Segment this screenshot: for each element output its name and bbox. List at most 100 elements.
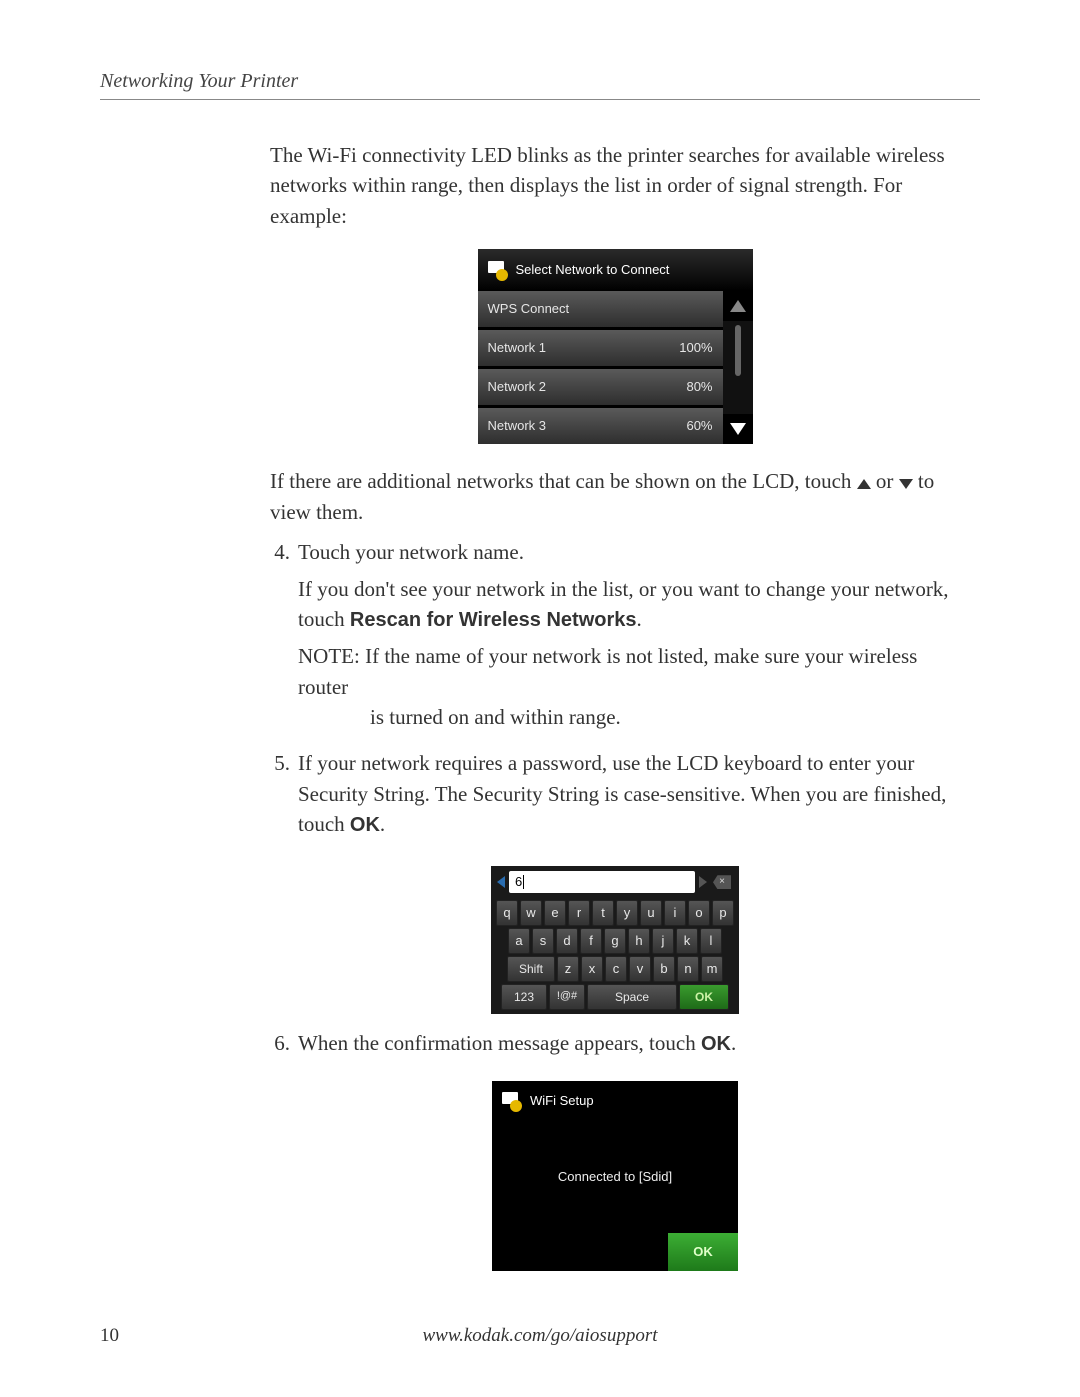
key-h[interactable]: h bbox=[628, 928, 650, 954]
scroll-thumb[interactable] bbox=[735, 325, 741, 376]
key-t[interactable]: t bbox=[592, 900, 614, 926]
key-b[interactable]: b bbox=[653, 956, 675, 982]
backspace-key[interactable]: × bbox=[711, 873, 733, 891]
key-z[interactable]: z bbox=[557, 956, 579, 982]
cursor-right-icon[interactable] bbox=[699, 876, 707, 888]
step-4: 4. Touch your network name. If you don't… bbox=[270, 537, 960, 738]
key-g[interactable]: g bbox=[604, 928, 626, 954]
confirm-ok-button[interactable]: OK bbox=[668, 1233, 738, 1271]
step4-note: NOTE: If the name of your network is not… bbox=[298, 641, 960, 732]
network-lcd-titlebar: Select Network to Connect bbox=[478, 249, 753, 291]
text: . bbox=[380, 812, 385, 836]
network-row-wps[interactable]: WPS Connect bbox=[478, 291, 723, 327]
keyboard-lcd: 6 × q w e r t y u i o p a s d f bbox=[491, 866, 739, 1014]
network-signal: 80% bbox=[686, 378, 712, 397]
key-u[interactable]: u bbox=[640, 900, 662, 926]
network-row-2[interactable]: Network 2 80% bbox=[478, 369, 723, 405]
keyboard-row-3: Shift z x c v b n m bbox=[493, 956, 737, 982]
note-body-start: If the name of your network is not liste… bbox=[298, 644, 917, 698]
step-5: 5. If your network requires a password, … bbox=[270, 748, 960, 846]
key-p[interactable]: p bbox=[712, 900, 734, 926]
key-k[interactable]: k bbox=[676, 928, 698, 954]
step-number: 4. bbox=[270, 537, 298, 738]
note-label: NOTE: bbox=[298, 644, 365, 668]
rescan-bold: Rescan for Wireless Networks bbox=[350, 609, 637, 631]
key-v[interactable]: v bbox=[629, 956, 651, 982]
network-lcd: Select Network to Connect WPS Connect Ne… bbox=[478, 249, 753, 444]
password-input[interactable]: 6 bbox=[509, 871, 695, 893]
additional-networks-para: If there are additional networks that ca… bbox=[270, 466, 960, 527]
keyboard-row-2: a s d f g h j k l bbox=[493, 928, 737, 954]
text: . bbox=[637, 607, 642, 631]
step4-line1: Touch your network name. bbox=[298, 537, 960, 567]
network-name: Network 3 bbox=[488, 417, 547, 436]
footer-url: www.kodak.com/go/aiosupport bbox=[140, 1325, 940, 1347]
confirm-title: WiFi Setup bbox=[530, 1092, 594, 1111]
confirm-message: Connected to [Sdid] bbox=[558, 1168, 672, 1187]
keyboard-row-4: 123 !@# Space OK bbox=[493, 984, 737, 1010]
step5-body: If your network requires a password, use… bbox=[298, 748, 960, 840]
network-signal: 60% bbox=[686, 417, 712, 436]
cursor-left-icon[interactable] bbox=[497, 876, 505, 888]
key-l[interactable]: l bbox=[700, 928, 722, 954]
confirm-titlebar: WiFi Setup bbox=[492, 1081, 738, 1121]
text: When the confirmation message appears, t… bbox=[298, 1031, 701, 1055]
key-a[interactable]: a bbox=[508, 928, 530, 954]
key-s[interactable]: s bbox=[532, 928, 554, 954]
step4-line2: If you don't see your network in the lis… bbox=[298, 574, 960, 635]
page-header: Networking Your Printer bbox=[100, 70, 980, 100]
keyboard-input-row: 6 × bbox=[491, 866, 739, 898]
step-number: 5. bbox=[270, 748, 298, 846]
network-list: WPS Connect Network 1 100% Network 2 80%… bbox=[478, 291, 723, 444]
key-o[interactable]: o bbox=[688, 900, 710, 926]
key-r[interactable]: r bbox=[568, 900, 590, 926]
key-f[interactable]: f bbox=[580, 928, 602, 954]
note-body-cont: is turned on and within range. bbox=[370, 702, 960, 732]
page-number: 10 bbox=[100, 1325, 140, 1347]
key-j[interactable]: j bbox=[652, 928, 674, 954]
key-x[interactable]: x bbox=[581, 956, 603, 982]
key-shift[interactable]: Shift bbox=[507, 956, 555, 982]
text: . bbox=[731, 1031, 736, 1055]
network-name: Network 1 bbox=[488, 339, 547, 358]
ok-bold: OK bbox=[701, 1033, 731, 1055]
network-scrollbar[interactable] bbox=[723, 291, 753, 444]
key-symbols[interactable]: !@# bbox=[549, 984, 585, 1010]
scroll-down-icon[interactable] bbox=[723, 414, 753, 444]
network-row-3[interactable]: Network 3 60% bbox=[478, 408, 723, 444]
confirm-footer: OK bbox=[492, 1233, 738, 1271]
intro-paragraph: The Wi-Fi connectivity LED blinks as the… bbox=[270, 140, 960, 231]
network-name: Network 2 bbox=[488, 378, 547, 397]
scroll-up-icon[interactable] bbox=[723, 291, 753, 321]
key-ok[interactable]: OK bbox=[679, 984, 729, 1010]
step-number: 6. bbox=[270, 1028, 298, 1065]
step-6: 6. When the confirmation message appears… bbox=[270, 1028, 960, 1065]
network-name: WPS Connect bbox=[488, 300, 570, 319]
network-row-1[interactable]: Network 1 100% bbox=[478, 330, 723, 366]
down-arrow-icon bbox=[899, 479, 913, 489]
network-signal: 100% bbox=[679, 339, 712, 358]
up-arrow-icon bbox=[857, 479, 871, 489]
scroll-track[interactable] bbox=[723, 321, 753, 414]
keyboard-row-1: q w e r t y u i o p bbox=[493, 900, 737, 926]
key-q[interactable]: q bbox=[496, 900, 518, 926]
text-middle: or bbox=[876, 469, 899, 493]
key-123[interactable]: 123 bbox=[501, 984, 547, 1010]
key-d[interactable]: d bbox=[556, 928, 578, 954]
key-m[interactable]: m bbox=[701, 956, 723, 982]
key-w[interactable]: w bbox=[520, 900, 542, 926]
section-title: Networking Your Printer bbox=[100, 70, 980, 93]
step6-body: When the confirmation message appears, t… bbox=[298, 1028, 960, 1059]
key-n[interactable]: n bbox=[677, 956, 699, 982]
ok-bold: OK bbox=[350, 814, 380, 836]
key-y[interactable]: y bbox=[616, 900, 638, 926]
key-c[interactable]: c bbox=[605, 956, 627, 982]
text-cursor bbox=[523, 875, 524, 889]
page-content: The Wi-Fi connectivity LED blinks as the… bbox=[270, 140, 960, 1271]
key-space[interactable]: Space bbox=[587, 984, 677, 1010]
key-i[interactable]: i bbox=[664, 900, 686, 926]
backspace-icon: × bbox=[713, 875, 731, 889]
printer-icon bbox=[500, 1090, 522, 1112]
text: If your network requires a password, use… bbox=[298, 751, 946, 836]
key-e[interactable]: e bbox=[544, 900, 566, 926]
